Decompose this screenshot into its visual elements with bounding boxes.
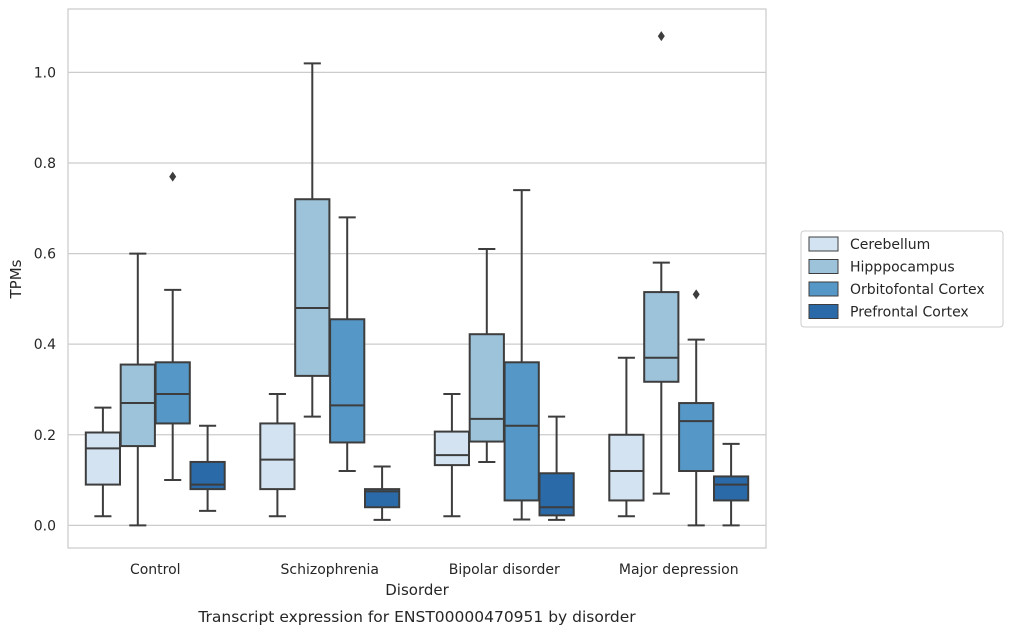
box-3-2 — [678, 289, 715, 527]
iqr-box — [294, 198, 331, 377]
iqr-box — [608, 433, 645, 502]
legend-label: Orbitofontal Cortex — [850, 282, 985, 298]
outlier-point — [692, 289, 700, 300]
box-3-3 — [712, 442, 750, 527]
iqr-box — [119, 363, 156, 448]
box-0-0 — [84, 406, 122, 518]
y-tick-label: 0.2 — [34, 428, 56, 444]
legend-label: Cerebellum — [850, 237, 930, 253]
box-3-0 — [608, 356, 645, 518]
box-2-0 — [433, 393, 471, 518]
legend-swatch — [808, 281, 839, 297]
box-2-2 — [503, 189, 540, 521]
iqr-box — [468, 333, 505, 443]
iqr-box — [433, 430, 471, 467]
iqr-box — [259, 422, 296, 491]
box-0-1 — [119, 252, 156, 527]
box-2-3 — [538, 415, 575, 521]
grid — [68, 71, 766, 526]
box-1-2 — [329, 216, 366, 472]
box-1-1 — [294, 62, 331, 418]
iqr-box — [538, 472, 575, 517]
box-3-1 — [643, 31, 680, 495]
iqr-box — [643, 291, 680, 383]
legend-swatch — [808, 236, 839, 252]
chart-caption: Transcript expression for ENST0000047095… — [197, 608, 636, 626]
outlier-point — [657, 31, 665, 42]
y-tick-label: 0.0 — [34, 518, 56, 534]
y-tick-label: 0.8 — [34, 156, 56, 172]
x-tick-label: Major depression — [619, 562, 739, 578]
x-axis: Control Schizophrenia Bipolar disorder Majo… — [130, 562, 739, 578]
legend-swatch — [808, 259, 839, 274]
x-axis-label: Disorder — [385, 581, 449, 599]
x-tick-label: Bipolar disorder — [449, 562, 560, 578]
box-series-layer — [84, 31, 750, 527]
legend: Cerebellum Hipppocampus Orbitofontal Corte… — [800, 230, 1004, 328]
iqr-box — [712, 475, 750, 502]
legend-label: Prefrontal Cortex — [850, 305, 969, 321]
outlier-point — [169, 171, 177, 182]
legend-label: Hipppocampus — [850, 260, 955, 276]
legend-swatch — [808, 304, 839, 319]
iqr-box — [678, 402, 715, 473]
plot-background — [68, 9, 766, 548]
legend-frame — [800, 230, 1004, 328]
box-0-2 — [154, 171, 191, 482]
y-tick-label: 1.0 — [34, 65, 56, 81]
y-tick-label: 0.6 — [34, 247, 56, 263]
y-axis-label: TPMs — [7, 259, 25, 299]
plot-frame — [67, 8, 767, 549]
iqr-box — [503, 361, 540, 502]
box-0-3 — [189, 424, 226, 512]
iqr-box — [329, 318, 366, 444]
box-1-0 — [259, 393, 296, 518]
y-tick-label: 0.4 — [34, 337, 56, 353]
box-1-3 — [363, 465, 401, 521]
iqr-box — [154, 361, 191, 425]
x-tick-label: Control — [130, 562, 181, 578]
iqr-box — [363, 488, 401, 509]
y-axis: 0.0 0.2 0.4 0.6 0.8 1.0 — [34, 65, 56, 534]
iqr-box — [84, 431, 122, 486]
x-tick-label: Schizophrenia — [281, 562, 379, 578]
